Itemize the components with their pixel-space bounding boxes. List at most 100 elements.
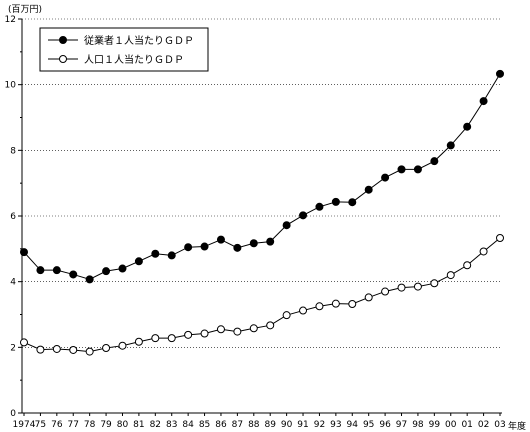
series-1-point-76 — [52, 344, 61, 353]
x-tick-label-78: 78 — [84, 420, 96, 430]
y-tick-label-4: 4 — [10, 278, 16, 288]
series-0-point-01 — [463, 122, 472, 131]
y-tick-label-6: 6 — [10, 212, 16, 222]
series-0-point-99 — [430, 157, 439, 166]
series-0-point-75 — [36, 266, 45, 275]
series-1-point-81 — [134, 337, 143, 346]
x-tick-label-97: 97 — [396, 420, 407, 430]
series-1-point-78 — [85, 347, 94, 356]
series-1-point-93 — [331, 299, 340, 308]
axes — [18, 18, 502, 416]
series-1-point-92 — [315, 302, 324, 311]
series-0-point-1974 — [20, 248, 28, 257]
legend-box — [39, 27, 209, 72]
y-tick-label-12: 12 — [5, 15, 16, 25]
series-1-point-87 — [233, 327, 242, 336]
series-1-point-01 — [463, 261, 472, 270]
legend-marker-1 — [59, 55, 67, 63]
x-tick-label-02: 02 — [478, 420, 489, 430]
series-1-point-84 — [184, 330, 193, 339]
x-tick-label-96: 96 — [379, 420, 391, 430]
y-tick-label-2: 2 — [10, 343, 16, 353]
series-0-point-96 — [381, 173, 390, 182]
x-tick-label-93: 93 — [330, 420, 341, 430]
series-0-point-93 — [331, 197, 340, 206]
series-1-point-98 — [413, 282, 422, 291]
x-tick-label-86: 86 — [215, 420, 227, 430]
x-tick-label-1974: 1974 — [13, 420, 36, 430]
series-0-point-89 — [266, 237, 275, 246]
x-tick-label-84: 84 — [182, 420, 194, 430]
series-0-point-97 — [397, 165, 406, 174]
x-tick-label-85: 85 — [199, 420, 210, 430]
x-tick-label-75: 75 — [35, 420, 46, 430]
series-1-point-80 — [118, 341, 127, 350]
series-0-point-86 — [216, 235, 225, 244]
series-0-point-76 — [52, 266, 61, 275]
x-tick-label-90: 90 — [281, 420, 293, 430]
series-group — [20, 69, 504, 356]
x-tick-label-95: 95 — [363, 420, 374, 430]
x-tick-labels: 1974 75 76 77 78 79 80 81 82 83 84 85 86 87 88 89 90 91 92… — [13, 420, 506, 430]
series-1-point-03 — [496, 233, 504, 242]
series-line-1 — [23, 237, 501, 353]
y-tick-labels: 0 2 4 6 8 10 12 — [5, 15, 17, 419]
series-0-point-85 — [200, 242, 209, 251]
series-1-point-95 — [364, 293, 373, 302]
x-tick-label-03: 03 — [494, 420, 505, 430]
series-0-point-95 — [364, 185, 373, 194]
series-1-point-77 — [69, 345, 78, 354]
series-1-point-91 — [299, 306, 308, 315]
series-line-0 — [23, 73, 501, 280]
series-0-point-84 — [184, 243, 193, 252]
x-tick-label-92: 92 — [314, 420, 325, 430]
legend-marker-0 — [59, 36, 67, 44]
series-1-point-86 — [216, 325, 225, 334]
series-0-point-02 — [479, 97, 488, 106]
series-1-point-82 — [151, 334, 160, 343]
x-tick-label-82: 82 — [150, 420, 161, 430]
legend-label-1: 人口１人当たりＧＤＰ — [84, 53, 184, 66]
series-1-point-00 — [446, 271, 455, 280]
series-1-point-90 — [282, 311, 291, 320]
series-1-point-1974 — [20, 338, 28, 347]
series-0-point-82 — [151, 249, 160, 258]
x-tick-label-98: 98 — [412, 420, 424, 430]
x-tick-label-00: 00 — [445, 420, 457, 430]
series-0-point-94 — [348, 198, 357, 207]
series-0-point-87 — [233, 243, 242, 252]
y-tick-label-10: 10 — [5, 81, 17, 91]
gridlines — [22, 18, 502, 348]
x-tick-label-77: 77 — [68, 420, 79, 430]
x-tick-label-87: 87 — [232, 420, 243, 430]
series-0-point-91 — [299, 211, 308, 220]
x-tick-label-76: 76 — [51, 420, 63, 430]
series-0-point-00 — [446, 141, 455, 150]
y-tick-label-0: 0 — [10, 409, 16, 419]
x-tick-label-89: 89 — [264, 420, 276, 430]
series-0-point-92 — [315, 202, 324, 211]
x-tick-label-83: 83 — [166, 420, 177, 430]
x-tick-label-80: 80 — [117, 420, 129, 430]
y-unit-label: (百万円) — [8, 4, 42, 15]
series-1-point-97 — [397, 283, 406, 292]
series-1-point-96 — [381, 287, 390, 296]
x-tick-label-88: 88 — [248, 420, 260, 430]
y-tick-label-8: 8 — [10, 146, 16, 156]
x-tick-label-01: 01 — [461, 420, 472, 430]
x-tick-label-99: 99 — [429, 420, 441, 430]
series-1-point-79 — [102, 343, 111, 352]
x-tick-label-79: 79 — [100, 420, 112, 430]
series-1-point-83 — [167, 334, 176, 343]
series-0-point-88 — [249, 239, 258, 248]
series-1-point-94 — [348, 299, 357, 308]
legend-label-0: 従業者１人当たりＧＤＰ — [84, 34, 194, 47]
series-0-point-78 — [85, 275, 94, 284]
series-1-point-85 — [200, 329, 209, 338]
series-0-point-79 — [102, 267, 111, 276]
x-tick-label-81: 81 — [133, 420, 144, 430]
series-0-point-90 — [282, 221, 291, 230]
x-unit-label: 年度 — [508, 420, 526, 432]
series-1-point-02 — [479, 247, 488, 256]
